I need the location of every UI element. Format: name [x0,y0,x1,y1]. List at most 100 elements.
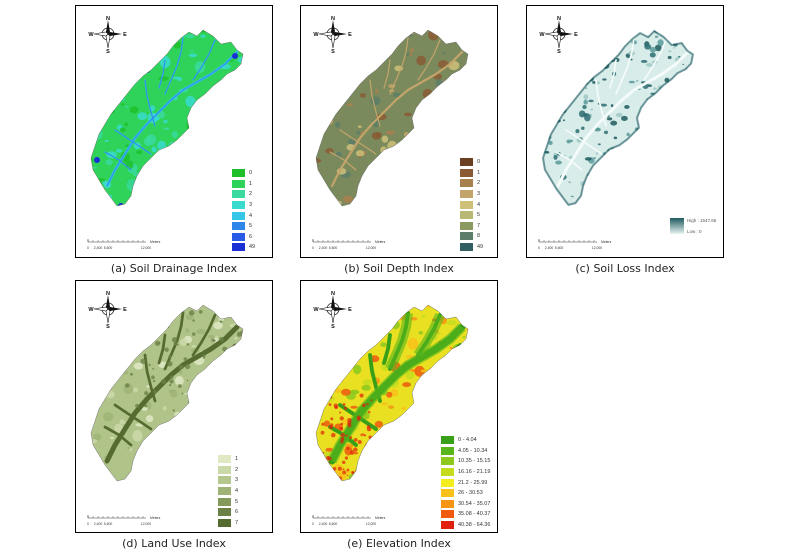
legend-label: 4.05 - 10.34 [458,447,488,454]
compass-w-label: W [313,32,319,38]
map-elevation [315,304,469,482]
legend-item: 35.08 - 40.37 [441,509,490,520]
scale-unit-label: Meters [601,240,612,244]
legend-swatch [441,499,454,508]
scale-unit-label: Meters [150,240,161,244]
legend-label: 6 [235,509,239,516]
legend-swatch [460,232,473,241]
legend-label: 10.35 - 15.15 [458,458,491,465]
legend-item: 6 [232,232,255,243]
legend-item: 1 [460,168,483,179]
legend-label: 8 [477,233,481,240]
scale-tick-label: 12,000 [366,246,376,250]
legend-swatch [232,232,245,241]
scale-tick-label: 5,600 [104,522,113,526]
legend-item: 5 [232,221,255,232]
legend-label: 2 [477,180,481,187]
compass-e-label: E [348,32,352,38]
legend-label: 49 [249,244,256,251]
map-soil-drainage [90,29,244,207]
legend-soil-drainage: 0 1 2 3 4 5 6 49 [232,168,255,253]
legend-label: 16.16 - 21.19 [458,469,491,476]
legend-label: 2 [249,191,253,198]
scale-tick-label: 5,600 [555,246,564,250]
legend-swatch [441,436,454,445]
legend-item: 21.2 - 25.99 [441,477,490,488]
scale-tick-label: 2,400 [94,522,103,526]
legend-item: 2 [232,189,255,200]
compass-s-label: S [331,324,335,329]
scale-tick-label: 12,000 [366,522,376,526]
legend-item: 16.16 - 21.19 [441,467,490,478]
scale-tick-label: 2,400 [319,246,328,250]
compass-s-label: S [331,49,335,54]
legend-label: 35.08 - 40.37 [458,511,491,518]
legend-item: 2 [218,465,238,476]
map-soil-depth [315,29,469,207]
legend-swatch [441,468,454,477]
legend-label: 26 - 30.53 [458,490,483,497]
legend-elevation: 0 - 4.04 4.05 - 10.34 10.35 - 15.15 16.16 -… [441,435,490,530]
scale-tick-label: 0 [538,246,540,250]
scale-tick-label: 5,600 [329,246,338,250]
legend-swatch [460,221,473,230]
legend-label: 6 [249,233,253,240]
compass-w-label: W [313,307,319,313]
legend-label: 7 [235,519,239,526]
legend-item: 4.05 - 10.34 [441,446,490,457]
legend-swatch [232,179,245,188]
caption-a: (a) Soil Drainage Index [110,262,238,275]
legend-item: 26 - 30.53 [441,488,490,499]
compass-w-label: W [539,32,545,38]
legend-label: 7 [477,222,481,229]
compass-n-label: N [557,16,561,22]
north-arrow-icon: N S E W [313,16,352,54]
legend-swatch [460,179,473,188]
legend-item: 3 [218,475,238,486]
legend-label: 1 [235,456,239,463]
legend-swatch [441,489,454,498]
legend-swatch [232,222,245,231]
legend-item: 49 [460,242,483,253]
legend-item: 3 [460,189,483,200]
scale-bar: 0 2,400 5,600 12,000 Meters [312,515,386,526]
scale-bar: 0 2,400 5,600 12,000 Meters [87,239,161,250]
legend-label: 40.38 - 64.36 [458,522,491,529]
legend-item: 49 [232,242,255,253]
legend-swatch [218,455,231,464]
legend-label: 2 [235,466,239,473]
scale-tick-label: 2,400 [94,246,103,250]
legend-item: 10.35 - 15.15 [441,456,490,467]
legend-item: 1 [232,179,255,190]
legend-item: 7 [460,221,483,232]
map-soil-loss [541,29,695,207]
scale-bar: 0 2,400 5,600 12,000 Meters [312,239,386,250]
compass-e-label: E [123,307,127,313]
legend-swatch [441,478,454,487]
legend-swatch [441,457,454,466]
legend-item: 4 [218,486,238,497]
scale-tick-label: 2,400 [319,522,328,526]
compass-n-label: N [331,16,335,22]
compass-e-label: E [123,32,127,38]
legend-label: 4 [235,488,239,495]
legend-swatch [460,243,473,252]
legend-item: 5 [460,210,483,221]
legend-swatch [441,521,454,530]
legend-item: 2 [460,178,483,189]
legend-item: 4 [232,210,255,221]
legend-label: 30.54 - 35.07 [458,500,491,507]
legend-swatch [218,497,231,506]
compass-w-label: W [88,32,94,38]
legend-label: 5 [477,212,481,219]
legend-item: 40.38 - 64.36 [441,520,490,531]
legend-item: 1 [218,454,238,465]
legend-label: 0 [249,170,253,177]
legend-swatch [460,211,473,220]
legend-swatch [232,201,245,210]
compass-s-label: S [557,49,561,54]
gradient-high-label: High : 1547.66 [687,218,717,223]
legend-label: 0 [477,159,481,166]
caption-d: (d) Land Use Index [122,537,226,550]
legend-soil-depth: 0 1 2 3 4 5 7 8 49 [460,157,483,252]
